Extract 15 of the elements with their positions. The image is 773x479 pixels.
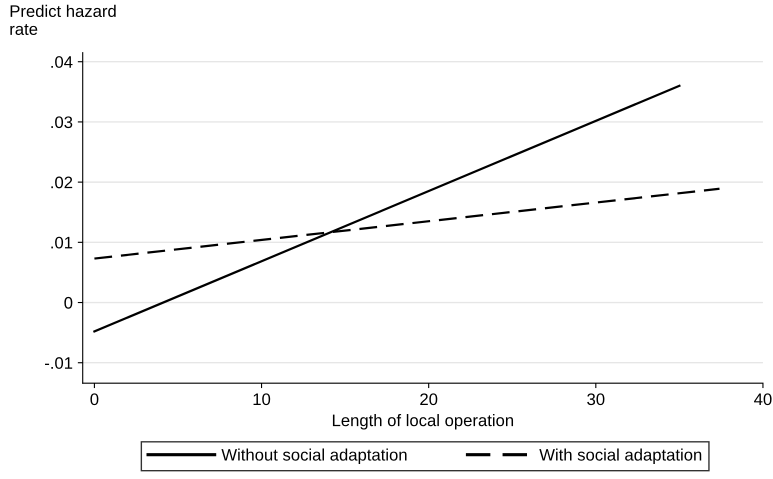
y-tick-label: .03 [51,116,72,128]
y-tick-label: .01 [51,236,72,249]
x-tick-label: 30 [587,393,604,406]
y-tick-label: .02 [51,176,72,188]
y-axis-title: Predict hazard rate [10,4,116,35]
y-tick-label: .04 [51,56,73,68]
x-axis-title: Length of local operation [332,414,514,430]
x-tick-label: 10 [254,393,270,406]
y-tick-label: 0 [64,296,72,309]
x-tick-label: 0 [90,393,98,406]
legend-label: With social adaptation [539,448,702,464]
legend-label: Without social adaptation [221,448,406,464]
x-tick-label: 40 [754,393,772,406]
x-tick-label: 20 [420,393,438,406]
y-tick-label: -.01 [45,357,72,369]
